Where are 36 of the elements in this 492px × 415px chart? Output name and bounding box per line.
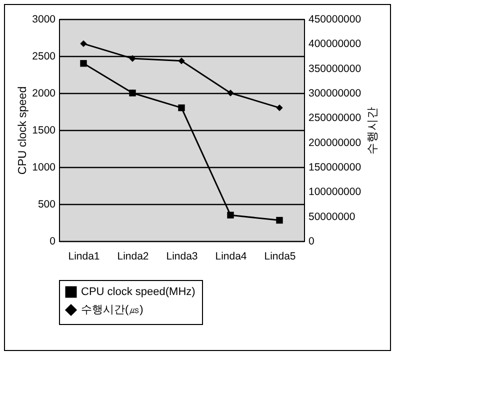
point <box>80 40 87 48</box>
y2-tick-label: 450000000 <box>308 14 362 26</box>
y-axis-title: CPU clock speed <box>17 86 30 175</box>
y-tick-label: 1000 <box>32 162 56 174</box>
y-tick-label: 1500 <box>32 124 56 136</box>
y-tick-label: 0 <box>50 236 56 248</box>
point <box>129 90 136 96</box>
point <box>227 90 234 96</box>
point <box>227 212 234 218</box>
y2-tick-label: 300000000 <box>308 88 362 100</box>
y2-tick-label: 0 <box>308 236 314 248</box>
point <box>276 104 283 112</box>
x-tick-label: Linda5 <box>264 250 296 262</box>
y2-tick-label: 150000000 <box>308 162 362 174</box>
y2-tick-label: 100000000 <box>308 186 362 198</box>
y2-axis-title: 수행시간 <box>367 106 380 154</box>
x-tick-label: Linda3 <box>166 250 198 262</box>
legend-label: 수행시간(㎲) <box>81 304 144 316</box>
x-tick-label: Linda2 <box>117 250 149 262</box>
legend-label: CPU clock speed(MHz) <box>81 286 196 298</box>
y-tick-label: 2500 <box>32 50 56 62</box>
y-tick-label: 3000 <box>32 14 56 26</box>
y2-tick-label: 400000000 <box>308 38 362 50</box>
y2-tick-label: 200000000 <box>308 136 362 149</box>
point <box>178 58 185 64</box>
y-tick-label: 2000 <box>32 88 56 100</box>
point <box>80 60 87 67</box>
y2-tick-label: 250000000 <box>308 112 362 124</box>
x-tick-label: Linda4 <box>215 250 247 262</box>
point <box>178 104 185 112</box>
x-tick-label: Linda1 <box>68 250 100 262</box>
y2-tick-label: 50000000 <box>308 210 356 223</box>
point <box>129 55 136 62</box>
y2-tick-label: 350000000 <box>308 62 362 75</box>
y-tick-label: 500 <box>38 198 56 210</box>
point <box>276 216 283 224</box>
